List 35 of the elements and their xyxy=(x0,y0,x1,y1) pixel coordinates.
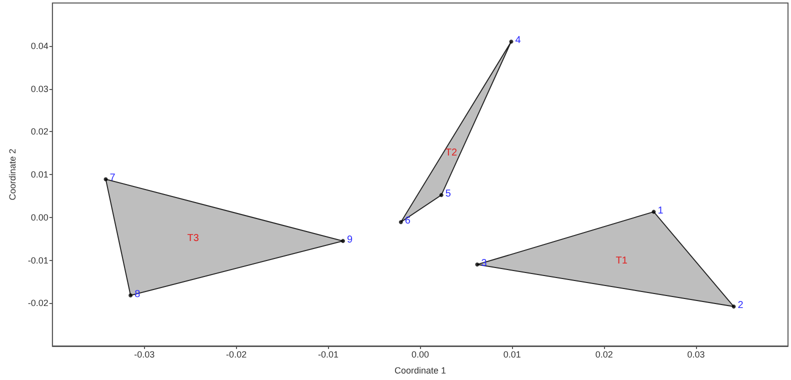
point xyxy=(439,193,444,198)
y-axis-title: Coordinate 2 xyxy=(8,148,18,200)
y-tick-label: 0.01 xyxy=(30,170,48,180)
point xyxy=(652,210,656,214)
x-tick-label: 0.03 xyxy=(687,350,705,360)
series-label: T3 xyxy=(187,233,200,244)
x-tick-label: 0.02 xyxy=(595,350,613,360)
point xyxy=(509,40,514,44)
y-tick-label: 0.02 xyxy=(30,126,48,137)
x-tick-label: -0.03 xyxy=(134,350,155,360)
point xyxy=(104,177,108,182)
y-tick-label: 0.03 xyxy=(30,84,48,94)
x-tick-label: 0.00 xyxy=(411,350,429,360)
point xyxy=(128,293,133,298)
x-tick-label: -0.02 xyxy=(226,350,247,360)
point xyxy=(732,304,736,309)
y-tick-label: 0.00 xyxy=(30,212,48,222)
x-tick-label: 0.01 xyxy=(503,350,521,360)
point xyxy=(340,238,345,243)
x-axis-title: Coordinate 1 xyxy=(394,366,446,376)
y-tick-label: 0.04 xyxy=(30,40,48,51)
annotation: 7 xyxy=(110,172,116,184)
annotation: 4 xyxy=(515,35,522,46)
annotation: 1 xyxy=(658,205,664,216)
annotation: 2 xyxy=(738,300,744,312)
y-tick-label: -0.01 xyxy=(28,255,48,266)
point xyxy=(398,220,403,224)
x-tick-label: -0.01 xyxy=(318,350,339,360)
series-label: T1 xyxy=(616,255,628,266)
y-tick-label: -0.02 xyxy=(28,298,48,308)
annotation: 9 xyxy=(346,234,353,246)
series-label: T2 xyxy=(445,147,458,158)
annotation: 5 xyxy=(445,188,452,200)
annotation: 6 xyxy=(404,216,411,227)
point xyxy=(475,262,480,267)
